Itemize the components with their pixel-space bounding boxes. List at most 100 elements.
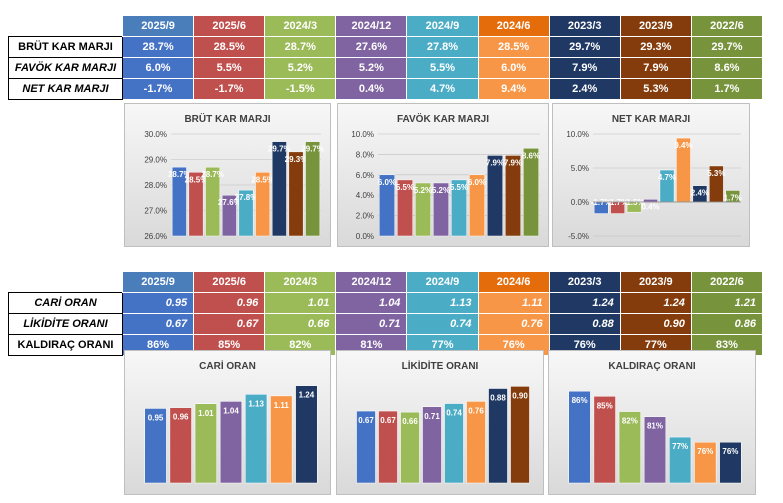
period-header: 2024/6 bbox=[477, 15, 550, 37]
data-label: 0.67 bbox=[358, 416, 374, 425]
table-cell: 28.5% bbox=[477, 36, 550, 58]
data-label: 28.5% bbox=[185, 175, 208, 184]
data-label: 6.0% bbox=[378, 178, 396, 187]
data-label: 0.66 bbox=[402, 417, 418, 426]
chart-panel-likidite: LİKİDİTE ORANI 0.67 0.67 0.66 0.71 0.74 0.76 0… bbox=[336, 350, 544, 495]
data-label: 1.01 bbox=[198, 409, 214, 418]
data-label: 5.2% bbox=[414, 186, 432, 195]
data-label: 86% bbox=[572, 396, 588, 405]
data-label: 1.24 bbox=[299, 391, 315, 400]
table-cell: 28.7% bbox=[121, 36, 195, 58]
tick-label: 4.0% bbox=[356, 191, 374, 200]
tick-label: 0.0% bbox=[356, 232, 374, 241]
table-cell: 7.9% bbox=[548, 57, 621, 79]
period-header: 2025/9 bbox=[121, 271, 195, 293]
bar bbox=[270, 395, 293, 484]
data-label: 7.9% bbox=[504, 158, 522, 167]
row-label: BRÜT KAR MARJI bbox=[8, 36, 123, 58]
data-label: 0.96 bbox=[173, 413, 189, 422]
period-header: 2024/9 bbox=[406, 271, 479, 293]
row-label: FAVÖK KAR MARJI bbox=[8, 57, 123, 79]
bar bbox=[669, 436, 692, 484]
bar bbox=[400, 411, 420, 484]
tick-label: 26.0% bbox=[144, 232, 167, 241]
data-label: 1.7% bbox=[724, 193, 742, 202]
bar bbox=[719, 441, 742, 484]
row-label: CARİ ORAN bbox=[8, 292, 123, 314]
chart-panel-net: NET KAR MARJI -5.0% 0.0% 5.0% 10.0% -1.7% -1.… bbox=[552, 103, 750, 247]
tick-label: 30.0% bbox=[144, 130, 167, 139]
table-cell: 28.5% bbox=[193, 36, 266, 58]
period-header: 2023/3 bbox=[548, 15, 621, 37]
tick-label: 0.0% bbox=[571, 198, 589, 207]
bar bbox=[379, 174, 395, 237]
bar bbox=[618, 411, 641, 484]
data-label: 29.3% bbox=[285, 155, 308, 164]
data-label: 7.9% bbox=[486, 158, 504, 167]
data-label: 0.71 bbox=[424, 412, 440, 421]
data-label: 77% bbox=[672, 442, 688, 451]
table-row: LİKİDİTE ORANI 0.67 0.67 0.66 0.71 0.74 0.76 0.… bbox=[8, 313, 764, 335]
brut-chart: 26.0%27.0%28.0%29.0%30.0%28.7%28.5%28.7%… bbox=[144, 130, 324, 241]
table-cell: 0.71 bbox=[335, 313, 408, 335]
data-label: 29.7% bbox=[268, 145, 291, 154]
tick-label: 10.0% bbox=[351, 130, 374, 139]
chart-panel-cari: CARİ ORAN 0.95 0.96 1.01 1.04 1.13 1.11 1.24 bbox=[124, 350, 331, 495]
table-cell: 29.7% bbox=[690, 36, 764, 58]
data-label: 28.7% bbox=[168, 170, 191, 179]
net-chart: -5.0%0.0%5.0%10.0%-1.7%-1.7%-1.5%0.4%4.7… bbox=[566, 130, 742, 241]
bar bbox=[356, 410, 376, 484]
table-cell: 5.5% bbox=[193, 57, 266, 79]
data-label: 1.13 bbox=[248, 399, 264, 408]
margin-table: 2025/9 2025/6 2024/3 2024/12 2024/9 2024/6 202… bbox=[8, 15, 764, 100]
period-header: 2024/3 bbox=[264, 15, 337, 37]
data-label: 28.5% bbox=[251, 175, 274, 184]
data-label: 4.7% bbox=[658, 173, 676, 182]
bar bbox=[451, 179, 467, 237]
bar bbox=[415, 182, 431, 237]
bar bbox=[245, 394, 268, 484]
bar bbox=[643, 416, 667, 484]
bar bbox=[255, 172, 271, 237]
kaldirac-chart: 86% 85% 82% 81% 77% 76% 76% bbox=[568, 390, 742, 484]
data-label: 0.67 bbox=[380, 416, 396, 425]
ratio-table: 2025/9 2025/6 2024/3 2024/12 2024/9 2024/6 202… bbox=[8, 271, 764, 356]
period-header: 2025/6 bbox=[193, 15, 266, 37]
table-cell: 5.3% bbox=[619, 78, 692, 100]
table-row: BRÜT KAR MARJI 28.7% 28.5% 28.7% 27.6% 27.8% 2… bbox=[8, 36, 764, 58]
bar bbox=[466, 401, 486, 484]
data-label: 6.0% bbox=[468, 178, 486, 187]
table-cell: 1.24 bbox=[548, 292, 621, 314]
bar bbox=[444, 403, 464, 484]
chart-panel-favok: FAVÖK KAR MARJI 0.0% 2.0% 4.0% 6.0% 8.0% 10.0… bbox=[337, 103, 549, 247]
table-cell: 0.67 bbox=[121, 313, 195, 335]
bar bbox=[305, 141, 321, 237]
data-label: 1.11 bbox=[274, 401, 290, 410]
period-header: 2025/9 bbox=[121, 15, 195, 37]
data-label: 5.5% bbox=[450, 183, 468, 192]
table-cell: 0.4% bbox=[335, 78, 408, 100]
bar bbox=[505, 155, 521, 237]
data-label: 5.5% bbox=[396, 183, 414, 192]
data-label: 5.3% bbox=[707, 169, 725, 178]
table-cell: 5.2% bbox=[335, 57, 408, 79]
row-label: KALDIRAÇ ORANI bbox=[8, 334, 123, 356]
table-cell: 6.0% bbox=[121, 57, 195, 79]
table-cell: 0.96 bbox=[193, 292, 266, 314]
chart-panel-brut: BRÜT KAR MARJI 26.0% 27.0% 28.0% 29.0% 30.0%… bbox=[124, 103, 331, 247]
bar bbox=[593, 396, 616, 484]
chart-title: NET KAR MARJI bbox=[611, 114, 691, 125]
period-header: 2024/9 bbox=[406, 15, 479, 37]
bar bbox=[171, 166, 187, 237]
table-cell: 0.88 bbox=[548, 313, 621, 335]
data-label: 0.74 bbox=[446, 409, 462, 418]
data-label: 28.7% bbox=[201, 170, 224, 179]
period-header: 2022/6 bbox=[690, 15, 764, 37]
bar bbox=[271, 141, 287, 237]
table-cell: 0.74 bbox=[406, 313, 479, 335]
tick-label: 29.0% bbox=[144, 156, 167, 165]
table-cell: 5.2% bbox=[264, 57, 337, 79]
tick-label: 8.0% bbox=[356, 150, 374, 159]
table-cell: 0.76 bbox=[477, 313, 550, 335]
table-cell: 29.7% bbox=[548, 36, 621, 58]
